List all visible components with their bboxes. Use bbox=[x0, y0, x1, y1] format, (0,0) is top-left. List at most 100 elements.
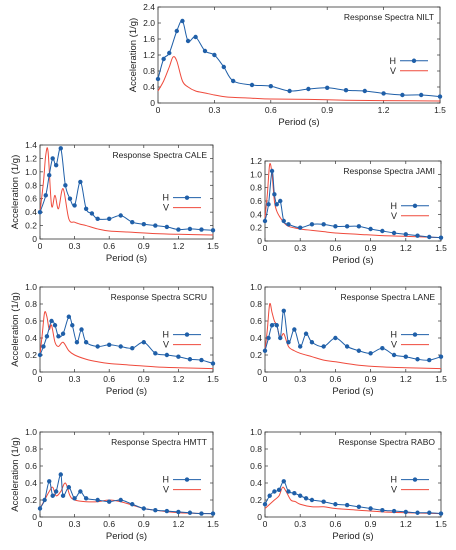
chart-panel-5: 0 0.3 0.6 0.9 1.2 1.5 0 0.2 0.4 0.6 0.8 1.0 Period (… bbox=[250, 282, 447, 397]
y-tick-label: 0.2 bbox=[25, 350, 37, 360]
series-line-h bbox=[157, 20, 441, 98]
data-point-h bbox=[269, 168, 275, 174]
y-tick-label: 1.0 bbox=[25, 167, 37, 177]
data-point-h bbox=[67, 196, 73, 201]
data-point-h bbox=[391, 352, 397, 358]
data-point-h bbox=[130, 346, 135, 351]
y-tick-label: 0.4 bbox=[250, 478, 262, 488]
y-tick-label: 1.0 bbox=[250, 169, 262, 179]
data-point-h bbox=[438, 511, 444, 516]
data-point-h bbox=[267, 493, 272, 498]
chart-title: Response Spectra CALE bbox=[113, 150, 208, 160]
data-point-h bbox=[210, 228, 216, 233]
y-tick-label: 0.8 bbox=[250, 444, 262, 454]
data-point-h bbox=[164, 224, 170, 230]
legend-label-v: V bbox=[163, 203, 169, 213]
plot-frame bbox=[39, 286, 214, 373]
x-tick-label: 0.9 bbox=[321, 105, 333, 115]
legend-marker-h bbox=[412, 332, 418, 337]
data-point-h bbox=[74, 340, 80, 345]
data-point-h bbox=[221, 64, 226, 70]
y-axis-label: Acceleration (1/g) bbox=[10, 155, 21, 229]
legend-marker-h bbox=[184, 195, 190, 200]
data-point-h bbox=[193, 34, 198, 40]
data-point-h bbox=[118, 344, 123, 349]
data-point-h bbox=[400, 92, 405, 98]
y-tick-label: 0.4 bbox=[25, 478, 37, 488]
data-point-h bbox=[437, 94, 443, 99]
x-tick-label: 0.3 bbox=[294, 243, 306, 253]
data-point-h bbox=[278, 335, 283, 341]
data-point-h bbox=[53, 489, 59, 494]
data-point-h bbox=[164, 352, 170, 358]
data-point-h bbox=[278, 198, 283, 204]
data-point-h bbox=[56, 334, 61, 339]
chart-title: Response Spectra SCRU bbox=[111, 292, 207, 302]
data-point-h bbox=[356, 504, 362, 509]
data-point-h bbox=[281, 218, 286, 224]
data-point-h bbox=[368, 226, 373, 232]
y-tick-label: 0.2 bbox=[250, 350, 262, 360]
legend-label-h: H bbox=[163, 193, 170, 203]
data-point-h bbox=[286, 222, 291, 227]
data-point-h bbox=[37, 506, 43, 511]
data-point-h bbox=[118, 497, 123, 503]
x-tick-label: 1.2 bbox=[378, 105, 390, 115]
legend-marker-h bbox=[411, 58, 417, 63]
y-axis-label: Acceleration (1/g) bbox=[128, 18, 139, 92]
x-axis-label: Period (s) bbox=[332, 531, 373, 542]
x-tick-label: 0 bbox=[263, 519, 268, 529]
data-point-h bbox=[176, 227, 181, 232]
y-tick-label: 0.4 bbox=[250, 209, 262, 219]
data-point-h bbox=[321, 499, 326, 504]
data-point-h bbox=[298, 344, 303, 349]
data-point-h bbox=[130, 220, 135, 225]
legend-label-h: H bbox=[163, 475, 170, 485]
data-point-h bbox=[276, 487, 282, 492]
data-point-h bbox=[83, 496, 89, 501]
data-point-h bbox=[141, 222, 146, 227]
data-point-h bbox=[44, 334, 50, 339]
data-point-h bbox=[309, 497, 315, 503]
y-tick-label: 0.8 bbox=[25, 444, 37, 454]
series-line-v bbox=[264, 486, 442, 515]
y-tick-label: 0.2 bbox=[25, 221, 37, 231]
x-tick-label: 0.6 bbox=[329, 243, 341, 253]
data-point-h bbox=[78, 179, 83, 185]
legend-marker-h bbox=[412, 477, 418, 482]
series-line-v bbox=[39, 311, 214, 370]
x-tick-label: 1.5 bbox=[207, 374, 219, 384]
data-point-h bbox=[141, 506, 146, 511]
data-point-h bbox=[66, 485, 72, 490]
data-point-h bbox=[161, 56, 166, 62]
x-tick-label: 0 bbox=[263, 374, 268, 384]
y-tick-label: 0 bbox=[257, 512, 262, 522]
data-point-h bbox=[83, 206, 89, 211]
data-point-h bbox=[403, 354, 408, 359]
plot-frame bbox=[264, 431, 442, 518]
data-point-h bbox=[187, 357, 193, 362]
x-tick-label: 1.5 bbox=[207, 241, 219, 251]
data-point-h bbox=[415, 510, 420, 515]
y-tick-label: 0.2 bbox=[250, 495, 262, 505]
data-point-h bbox=[333, 224, 338, 229]
series-line-v bbox=[264, 302, 442, 370]
series-line-v bbox=[39, 482, 214, 515]
data-point-h bbox=[415, 233, 420, 238]
data-point-h bbox=[333, 335, 338, 341]
data-point-h bbox=[47, 479, 52, 484]
data-point-h bbox=[153, 223, 158, 228]
x-tick-label: 0.9 bbox=[138, 241, 150, 251]
chart-title: Response Spectra JAMI bbox=[343, 166, 435, 176]
x-tick-label: 1.2 bbox=[400, 519, 412, 529]
data-point-h bbox=[167, 50, 172, 56]
data-point-h bbox=[415, 357, 420, 362]
data-point-h bbox=[321, 222, 326, 227]
x-tick-label: 0 bbox=[38, 241, 43, 251]
chart-panel-6: 0 0.3 0.6 0.9 1.2 1.5 0 0.2 0.4 0.6 0.8 1.0 Period (… bbox=[10, 427, 219, 542]
y-tick-label: 0.2 bbox=[250, 223, 262, 233]
x-axis-label: Period (s) bbox=[332, 255, 373, 266]
data-point-h bbox=[303, 496, 309, 501]
data-point-h bbox=[356, 348, 362, 353]
